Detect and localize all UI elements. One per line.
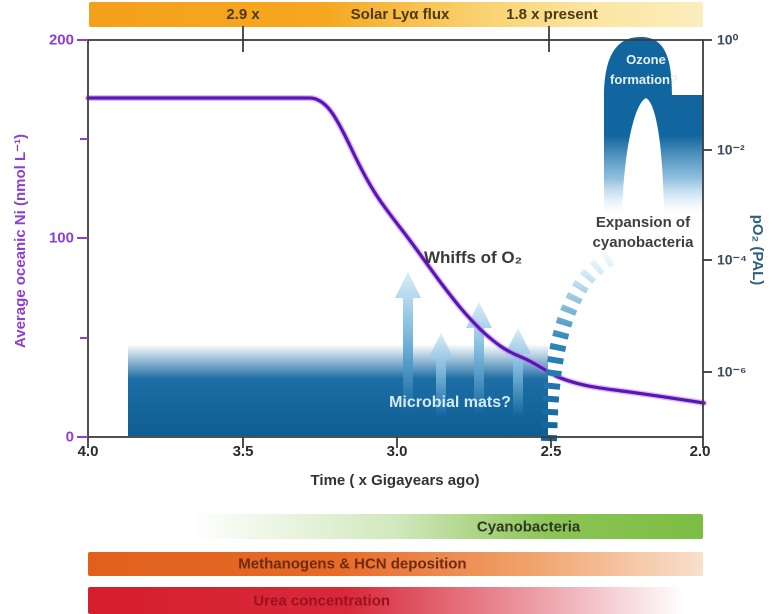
ozone-label-line2: formation? xyxy=(610,72,678,87)
x-tick-2.5: 2.5 xyxy=(540,443,562,460)
whiffs-annotation: Whiffs of O₂ xyxy=(424,248,523,267)
event-bar-methanogens-label: Methanogens & HCN deposition xyxy=(238,555,467,573)
solar-flux-band: 2.9 x Solar Lyα flux 1.8 x present xyxy=(89,2,703,27)
left-tick-0: 0 xyxy=(65,428,74,446)
x-tick-3.0: 3.0 xyxy=(386,443,408,460)
expansion-dashed-curve xyxy=(541,250,617,442)
left-tick-100: 100 xyxy=(48,229,74,247)
microbial-mats-region xyxy=(128,344,548,436)
right-tick-1e-4: 10⁻⁴ xyxy=(717,251,747,268)
x-axis-title: Time ( x Gigayears ago) xyxy=(310,472,480,489)
right-axis-title: pO₂ (PAL) xyxy=(749,214,766,286)
solar-flux-right-value: 1.8 x present xyxy=(506,6,598,23)
right-tick-1e0: 10⁰ xyxy=(717,31,739,48)
right-tick-1e-6: 10⁻⁶ xyxy=(717,363,747,380)
event-bar-urea: Urea concentration xyxy=(88,587,703,614)
x-tick-2.0: 2.0 xyxy=(689,443,711,460)
event-bar-cyanobacteria: Cyanobacteria xyxy=(190,514,703,539)
event-bar-methanogens: Methanogens & HCN deposition xyxy=(88,552,703,576)
ozone-label-line1: Ozone xyxy=(626,52,666,67)
left-axis-title: Average oceanic Ni (nmol L⁻¹) xyxy=(12,133,29,349)
x-tick-3.5: 3.5 xyxy=(232,443,254,460)
solar-flux-left-value: 2.9 x xyxy=(226,6,260,23)
left-axis-ticks xyxy=(77,39,88,438)
solar-flux-title: Solar Lyα flux xyxy=(350,6,450,23)
right-tick-1e-2: 10⁻² xyxy=(717,141,745,158)
event-bar-cyanobacteria-label: Cyanobacteria xyxy=(476,518,581,535)
microbial-mats-label: Microbial mats? xyxy=(389,394,511,411)
expansion-label-line1: Expansion of xyxy=(595,214,691,231)
left-tick-200: 200 xyxy=(48,31,74,49)
x-tick-4.0: 4.0 xyxy=(77,443,99,460)
expansion-label-line2: cyanobacteria xyxy=(592,234,694,251)
event-bar-urea-label: Urea concentration xyxy=(253,592,391,609)
